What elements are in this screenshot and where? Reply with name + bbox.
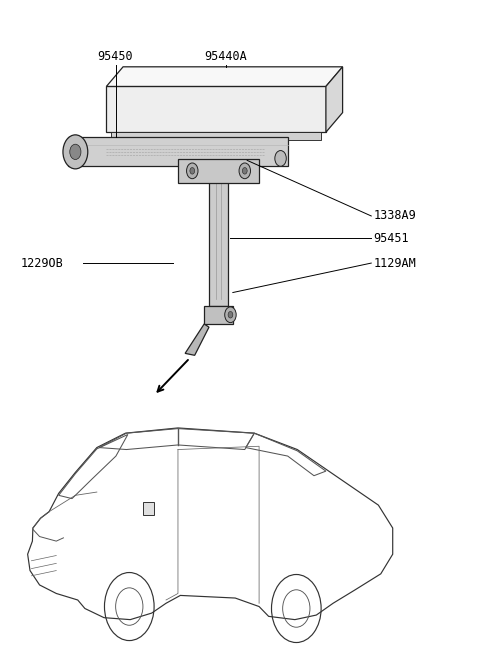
Circle shape <box>239 163 251 179</box>
Circle shape <box>63 135 88 169</box>
Polygon shape <box>107 67 343 87</box>
Circle shape <box>242 168 247 174</box>
Circle shape <box>275 150 286 166</box>
Polygon shape <box>107 87 326 132</box>
Text: 95451: 95451 <box>373 232 409 244</box>
Polygon shape <box>68 137 288 166</box>
Polygon shape <box>326 67 343 132</box>
Polygon shape <box>204 306 233 324</box>
Text: 95440A: 95440A <box>204 51 247 64</box>
Circle shape <box>190 168 195 174</box>
Text: 1338A9: 1338A9 <box>373 210 416 223</box>
Polygon shape <box>111 132 321 140</box>
Polygon shape <box>178 159 259 183</box>
Text: 95450: 95450 <box>97 51 132 64</box>
Text: 1229OB: 1229OB <box>21 257 63 269</box>
Text: 1129AM: 1129AM <box>373 257 416 269</box>
Circle shape <box>187 163 198 179</box>
Circle shape <box>70 144 81 160</box>
Polygon shape <box>185 324 209 355</box>
Bar <box>143 502 154 515</box>
Circle shape <box>225 307 236 323</box>
Polygon shape <box>209 168 228 306</box>
Circle shape <box>228 311 233 318</box>
